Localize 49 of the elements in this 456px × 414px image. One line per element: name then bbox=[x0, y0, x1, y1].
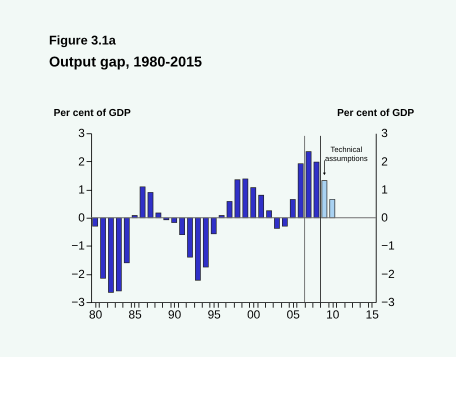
y2-tick-label: 1 bbox=[381, 182, 388, 196]
bar bbox=[258, 194, 264, 218]
bar bbox=[124, 217, 130, 264]
bar bbox=[250, 187, 256, 218]
annotation: Technical assumptions bbox=[325, 144, 368, 164]
chart-title: Figure 3.1a bbox=[48, 34, 117, 48]
bar bbox=[148, 192, 154, 218]
y-tick-label: 0 bbox=[78, 210, 86, 225]
bar bbox=[108, 217, 114, 293]
bar bbox=[234, 179, 240, 218]
bar bbox=[226, 201, 232, 218]
bar bbox=[329, 199, 336, 218]
bar bbox=[179, 217, 185, 235]
x-tick-label: 85 bbox=[128, 308, 142, 322]
bar bbox=[100, 217, 106, 279]
x-tick-label: 00 bbox=[247, 308, 261, 322]
y-tick-label: 2 bbox=[78, 154, 85, 168]
y-axis-title: Per cent of GDP bbox=[54, 108, 131, 120]
x-tick-label: 05 bbox=[286, 308, 300, 322]
y2-tick-label: 0 bbox=[381, 210, 388, 225]
bar bbox=[290, 199, 296, 218]
y2-tick-label: −1 bbox=[381, 238, 395, 253]
y2-tick-label: 2 bbox=[381, 154, 388, 168]
y2-tick-label: −2 bbox=[381, 266, 395, 281]
bar bbox=[195, 217, 201, 281]
y2-axis-title: Per cent of GDP bbox=[337, 108, 414, 120]
chart-subtitle: Output gap, 1980-2015 bbox=[48, 54, 202, 71]
y-tick-label: −1 bbox=[71, 238, 85, 253]
bar bbox=[116, 217, 122, 292]
bar bbox=[306, 151, 312, 218]
x-tick-label: 80 bbox=[89, 308, 103, 322]
x-tick-label: 10 bbox=[326, 308, 340, 322]
y-tick-label: 1 bbox=[78, 182, 85, 196]
bar bbox=[298, 163, 304, 218]
bar bbox=[266, 210, 272, 218]
x-tick-label: 95 bbox=[208, 308, 222, 322]
bar bbox=[187, 217, 193, 258]
bar bbox=[274, 217, 280, 229]
bar bbox=[156, 212, 162, 218]
x-tick-label: 90 bbox=[168, 308, 182, 322]
y2-tick-label: 3 bbox=[381, 126, 388, 140]
bar bbox=[202, 217, 209, 268]
x-tick-label: 15 bbox=[366, 308, 380, 322]
y-tick-label: 3 bbox=[78, 126, 86, 140]
y-tick-label: −3 bbox=[71, 295, 86, 310]
bar bbox=[242, 178, 248, 218]
y2-tick-label: −3 bbox=[381, 295, 396, 310]
y-tick-label: −2 bbox=[71, 266, 85, 281]
bar bbox=[140, 186, 146, 218]
